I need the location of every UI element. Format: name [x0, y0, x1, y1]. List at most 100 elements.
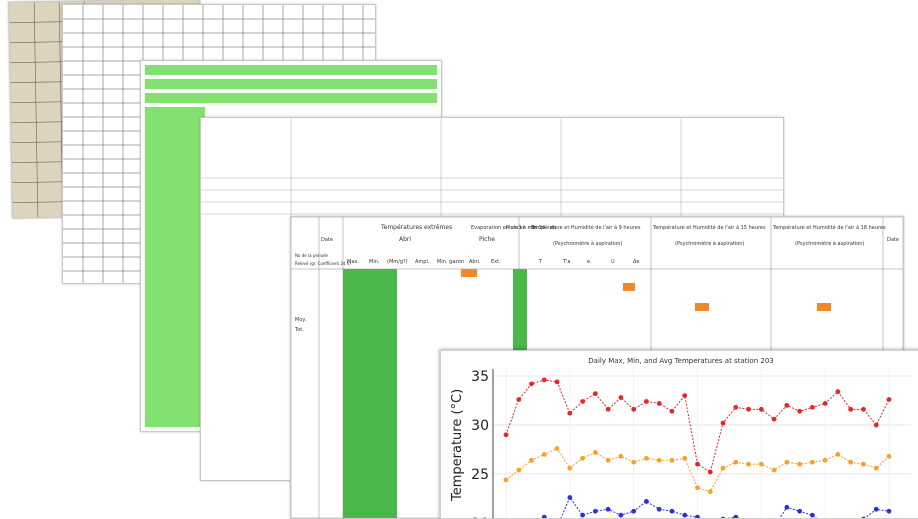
col-date-right: Date — [887, 237, 899, 243]
col-periode: No de la période — [295, 253, 329, 258]
data-point — [529, 457, 534, 463]
hum-col-ta: T'a — [562, 259, 571, 265]
data-point — [592, 508, 598, 514]
sub-col-min-gazon: Min. gazon — [437, 259, 464, 265]
col-date: Date — [321, 237, 333, 243]
data-point — [516, 397, 522, 402]
header-t18: Température et Humidité de l'air à 18 he… — [772, 224, 886, 231]
y-ticks: 35 30 25 20 — [471, 369, 489, 518]
data-point — [861, 406, 866, 412]
data-point — [771, 416, 777, 422]
sub-col-min: Min. — [369, 259, 380, 265]
green-column — [343, 269, 527, 518]
hum-col-de: Δe — [633, 259, 640, 265]
header-piche: Piche — [479, 236, 495, 243]
y-tick-label: 35 — [471, 369, 489, 385]
data-point — [618, 512, 624, 518]
sub-col-ext: Ext. — [491, 259, 501, 265]
data-point — [835, 389, 841, 395]
data-point — [656, 457, 662, 463]
data-point — [784, 403, 790, 408]
data-point — [682, 393, 688, 398]
psychro-label-9: (Psychromètre à aspiration) — [553, 240, 622, 247]
sub-col-abri: Abri. — [469, 259, 481, 265]
data-point — [746, 461, 751, 467]
plot-title: Daily Max, Min, and Avg Temperatures at … — [588, 357, 773, 365]
data-point — [822, 457, 828, 463]
typed-sheet-front-table: Températures extrêmes Abri Evaporation e… — [291, 217, 903, 518]
hum-col-t: T — [538, 259, 543, 265]
data-point — [797, 508, 803, 514]
data-point — [580, 455, 585, 461]
data-point — [707, 489, 713, 495]
data-point — [758, 461, 764, 467]
y-tick-label: 25 — [471, 467, 489, 483]
data-point — [835, 452, 841, 457]
data-point — [720, 465, 726, 471]
data-point — [503, 432, 509, 438]
y-tick-label: 20 — [471, 516, 489, 518]
data-point — [797, 408, 803, 414]
data-point — [516, 467, 522, 473]
data-point — [592, 391, 598, 397]
data-point — [644, 399, 649, 404]
data-point — [631, 406, 637, 412]
grid — [492, 369, 911, 518]
data-point — [503, 477, 509, 483]
data-point — [554, 446, 560, 451]
sub-col-max: Max. — [347, 259, 359, 265]
data-point — [873, 506, 879, 512]
data-point — [567, 495, 573, 500]
header-pluie: Pluie en mm 24 - dn — [506, 225, 556, 231]
data-point — [797, 461, 803, 467]
data-point — [618, 395, 624, 400]
data-point — [695, 485, 700, 491]
data-point — [784, 504, 790, 510]
data-point — [848, 459, 854, 465]
series — [503, 377, 892, 518]
data-point — [746, 406, 751, 412]
col-relevé: Relevé (gr. Coefficient 24 h) — [295, 261, 351, 266]
data-point — [810, 404, 815, 410]
data-point — [618, 453, 624, 459]
header-t9: Température et Humidité de l'air à 9 heu… — [530, 224, 641, 231]
data-point — [822, 401, 828, 406]
data-point — [771, 467, 777, 473]
sub-col-mean: (Mm/g?) — [387, 259, 408, 265]
data-point — [695, 461, 700, 467]
data-point — [644, 455, 649, 461]
row-label-tot: Tot. — [294, 327, 304, 333]
data-point — [682, 455, 688, 461]
data-point — [861, 461, 866, 467]
hum-col-e: e. — [587, 259, 592, 265]
data-point — [669, 408, 675, 414]
orange-cells — [461, 269, 831, 311]
data-point — [644, 499, 649, 504]
data-point — [541, 514, 547, 518]
psychro-label-15: (Psychromètre à aspiration) — [675, 240, 744, 247]
data-point — [554, 379, 560, 385]
data-point — [656, 506, 662, 512]
data-point — [886, 453, 892, 459]
data-point — [541, 377, 547, 383]
data-point — [695, 514, 700, 518]
data-point — [580, 399, 585, 404]
data-point — [733, 514, 739, 518]
data-point — [873, 465, 879, 471]
data-point — [605, 457, 611, 463]
data-point — [541, 452, 547, 457]
header-evaporation: Evaporation en cm3 à - dn — [471, 224, 537, 231]
data-point — [720, 420, 726, 426]
data-point — [567, 410, 573, 416]
data-point — [529, 381, 534, 387]
row-label-moy: Moy. — [295, 317, 307, 323]
data-point — [669, 457, 675, 463]
header-t15: Température et Humidité de l'air à 15 he… — [652, 224, 766, 231]
data-point — [784, 459, 790, 465]
data-point — [810, 512, 815, 518]
data-point — [886, 508, 892, 514]
data-point — [631, 459, 637, 465]
data-point — [848, 406, 854, 412]
data-point — [605, 406, 611, 412]
data-point — [631, 508, 637, 514]
